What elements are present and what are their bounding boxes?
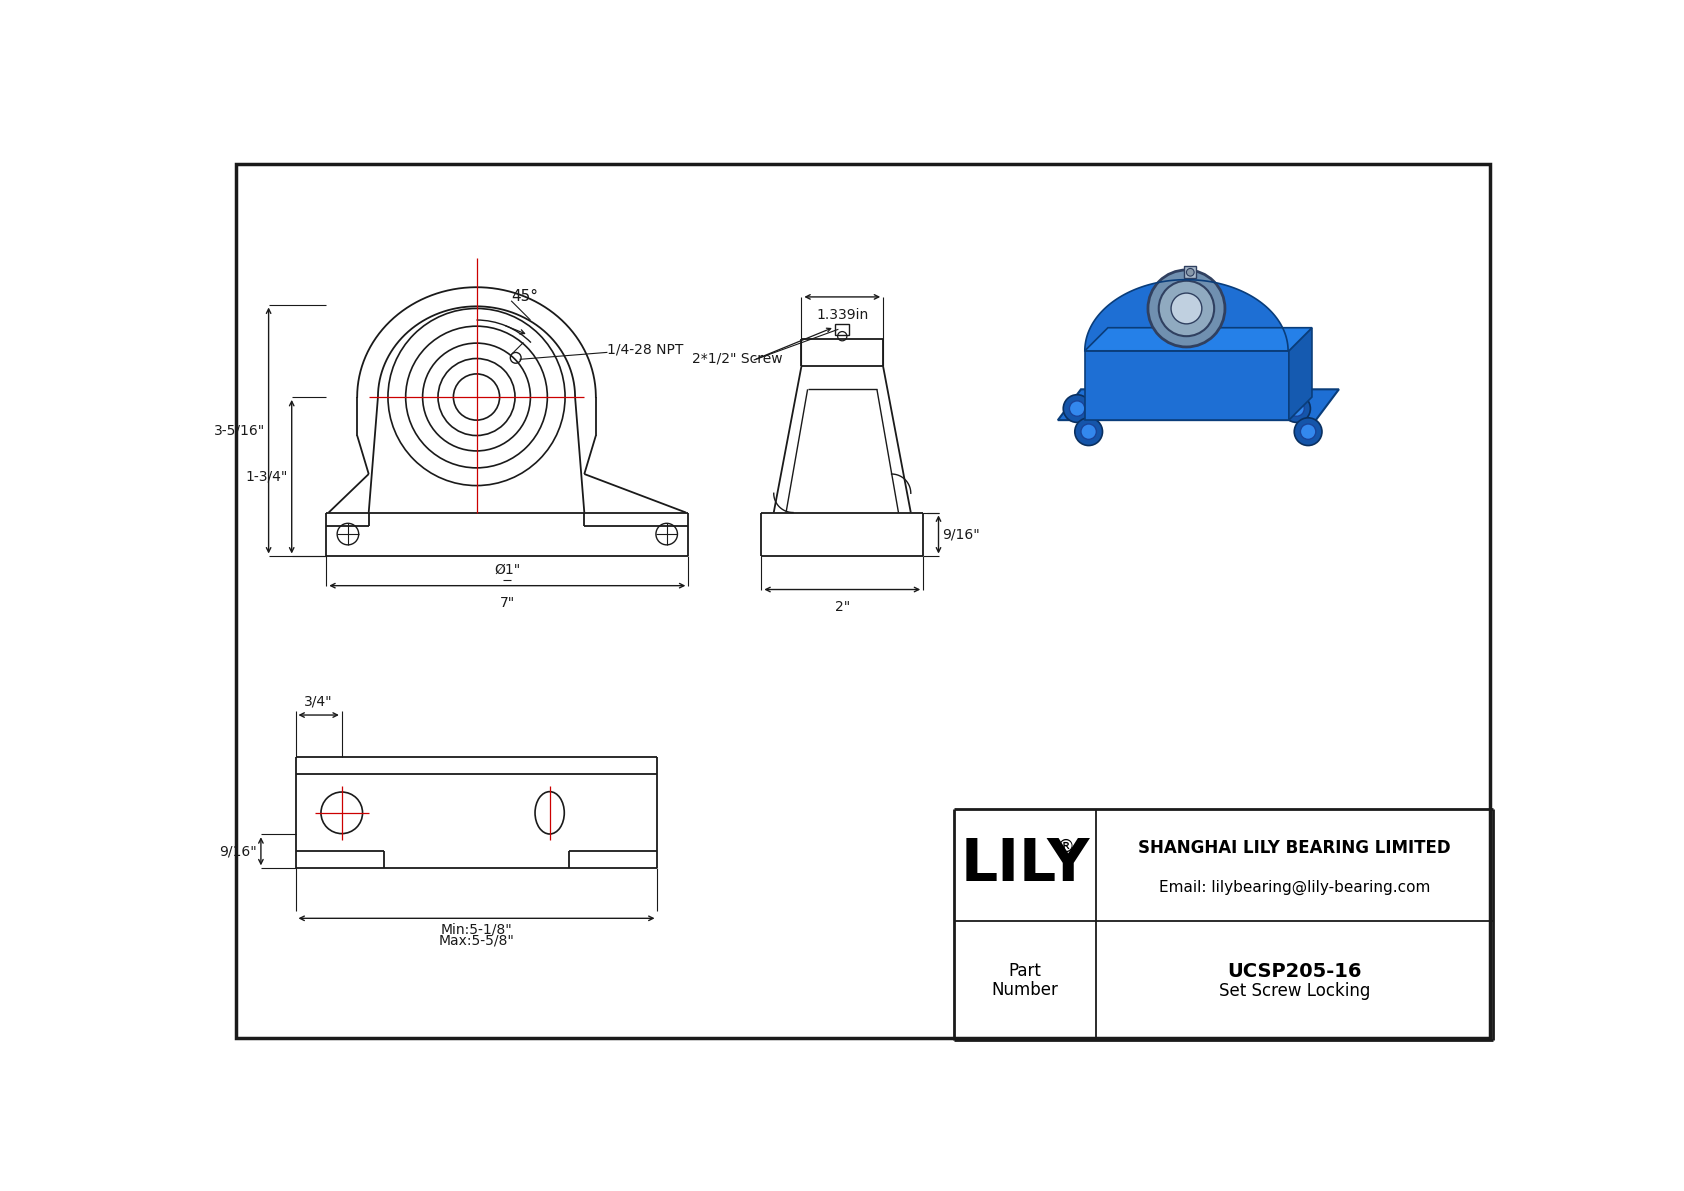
- Circle shape: [1148, 270, 1224, 347]
- Circle shape: [1081, 424, 1096, 439]
- Text: 3/4": 3/4": [305, 694, 333, 709]
- Circle shape: [1063, 394, 1091, 423]
- Polygon shape: [1084, 328, 1312, 351]
- Text: 1.339in: 1.339in: [817, 307, 869, 322]
- Circle shape: [1170, 293, 1202, 324]
- Circle shape: [1159, 281, 1214, 336]
- Polygon shape: [1288, 328, 1312, 420]
- Circle shape: [1069, 401, 1084, 417]
- Circle shape: [1288, 401, 1305, 417]
- Circle shape: [1187, 268, 1194, 276]
- Text: Min:5-1/8": Min:5-1/8": [441, 923, 512, 937]
- Text: 7": 7": [500, 597, 515, 611]
- Text: Email: lilybearing@lily-bearing.com: Email: lilybearing@lily-bearing.com: [1159, 879, 1430, 894]
- Text: Part: Part: [1009, 962, 1042, 980]
- Text: Ø1": Ø1": [493, 562, 520, 576]
- Text: UCSP205-16: UCSP205-16: [1228, 961, 1362, 980]
- Bar: [1084, 351, 1288, 420]
- Text: Number: Number: [992, 980, 1059, 998]
- Text: 9/16": 9/16": [219, 844, 258, 859]
- Text: 45°: 45°: [512, 289, 539, 305]
- Text: 1-3/4": 1-3/4": [246, 469, 288, 484]
- Circle shape: [1074, 418, 1103, 445]
- Text: ®: ®: [1056, 837, 1074, 855]
- Text: Max:5-5/8": Max:5-5/8": [438, 934, 514, 948]
- Text: 9/16": 9/16": [943, 528, 980, 542]
- Text: 2": 2": [835, 600, 850, 615]
- Text: 2*1/2" Screw: 2*1/2" Screw: [692, 351, 783, 366]
- Text: 1/4-28 NPT: 1/4-28 NPT: [608, 342, 684, 356]
- Circle shape: [1300, 424, 1315, 439]
- Circle shape: [1283, 394, 1310, 423]
- Circle shape: [1295, 418, 1322, 445]
- Bar: [835, 324, 849, 335]
- Polygon shape: [1058, 389, 1339, 420]
- Text: LILY: LILY: [960, 836, 1090, 893]
- Text: 3-5/16": 3-5/16": [214, 424, 264, 437]
- Text: SHANGHAI LILY BEARING LIMITED: SHANGHAI LILY BEARING LIMITED: [1138, 838, 1452, 858]
- Text: Set Screw Locking: Set Screw Locking: [1219, 983, 1371, 1000]
- Bar: [1184, 266, 1196, 279]
